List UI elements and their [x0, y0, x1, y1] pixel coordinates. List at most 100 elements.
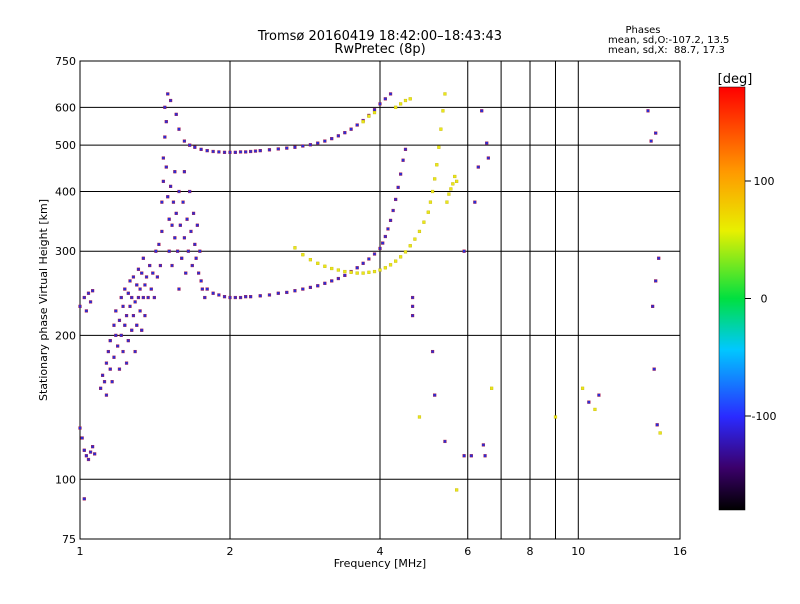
data-point — [178, 223, 182, 227]
data-point — [249, 295, 253, 299]
data-point — [121, 349, 125, 354]
data-point — [486, 156, 490, 160]
data-point — [205, 287, 209, 291]
data-point — [148, 263, 152, 268]
data-point — [185, 217, 189, 221]
data-point — [167, 249, 171, 253]
data-point — [100, 373, 105, 377]
data-point — [163, 135, 167, 139]
data-point — [117, 367, 122, 371]
data-point — [130, 328, 134, 332]
data-point — [483, 454, 487, 458]
data-point — [654, 131, 658, 135]
data-point — [367, 257, 371, 261]
data-point — [349, 127, 353, 131]
data-point — [182, 236, 186, 240]
x-axis-label: Frequency [MHz] — [334, 557, 426, 570]
data-point — [361, 271, 365, 275]
x-tick-label: 10 — [571, 545, 585, 558]
data-point — [99, 386, 103, 390]
data-point — [160, 229, 164, 234]
data-point — [140, 328, 144, 332]
data-point — [330, 137, 334, 141]
data-point — [258, 294, 262, 298]
data-point — [428, 200, 433, 204]
data-point — [193, 145, 197, 149]
data-point — [200, 287, 204, 291]
data-point — [378, 102, 382, 106]
data-point — [301, 144, 305, 148]
data-point — [170, 263, 174, 268]
data-point — [128, 279, 132, 283]
y-tick-label: 300 — [55, 245, 76, 258]
data-point — [199, 147, 203, 151]
data-point — [205, 149, 209, 153]
data-point — [330, 279, 334, 283]
data-point — [654, 279, 658, 283]
data-point — [408, 244, 412, 248]
data-point — [222, 295, 227, 299]
data-point — [330, 266, 334, 271]
data-point — [121, 304, 125, 308]
data-point — [249, 149, 253, 154]
data-point — [253, 149, 258, 153]
y-tick-label: 100 — [55, 473, 76, 486]
data-point — [276, 147, 280, 151]
data-point — [154, 249, 158, 253]
data-point — [433, 177, 437, 181]
data-point — [197, 271, 201, 275]
data-point — [437, 145, 441, 149]
y-tick-label: 500 — [55, 139, 76, 152]
data-point — [203, 295, 207, 300]
data-point — [117, 318, 122, 322]
data-point — [462, 249, 466, 253]
data-point — [140, 271, 144, 275]
data-point — [174, 112, 178, 116]
data-point — [441, 109, 445, 113]
data-point — [141, 295, 145, 300]
data-point — [301, 253, 305, 257]
data-point — [166, 195, 170, 199]
phase-stats-x: mean, sd,X: 88.7, 17.3 — [608, 45, 725, 56]
data-point — [191, 211, 196, 215]
data-point — [399, 172, 403, 176]
data-point — [161, 179, 165, 183]
data-point — [323, 281, 327, 285]
data-point — [394, 105, 398, 109]
data-point — [108, 339, 112, 343]
data-point — [188, 189, 192, 194]
data-point — [104, 393, 109, 397]
data-point — [383, 266, 387, 270]
data-point — [293, 289, 297, 293]
x-tick-label: 1 — [77, 545, 84, 558]
data-point — [233, 150, 237, 154]
data-point — [399, 255, 403, 259]
data-point — [401, 158, 405, 162]
data-point — [152, 295, 156, 300]
data-point — [124, 361, 129, 365]
data-point — [233, 295, 237, 300]
data-point — [410, 295, 415, 300]
data-point — [195, 223, 199, 227]
data-point — [410, 304, 415, 308]
y-axis-label: Stationary phase Virtual Height [km] — [37, 199, 50, 401]
data-point — [136, 267, 141, 271]
data-point — [82, 497, 86, 501]
data-point — [386, 227, 390, 231]
chart-subtitle: RwPretec (8p) — [334, 42, 425, 57]
data-point — [88, 300, 93, 304]
data-point — [396, 185, 400, 189]
data-point — [193, 242, 197, 247]
data-point — [383, 234, 387, 239]
data-point — [157, 242, 161, 247]
data-point — [394, 197, 398, 202]
data-point — [128, 304, 132, 308]
colorbar-tick-label: 0 — [761, 293, 768, 306]
data-point — [126, 291, 130, 295]
data-point — [323, 264, 327, 268]
data-point — [417, 229, 422, 234]
data-point — [343, 131, 347, 135]
data-point — [658, 431, 662, 435]
data-point — [655, 423, 659, 427]
data-point — [171, 200, 176, 204]
